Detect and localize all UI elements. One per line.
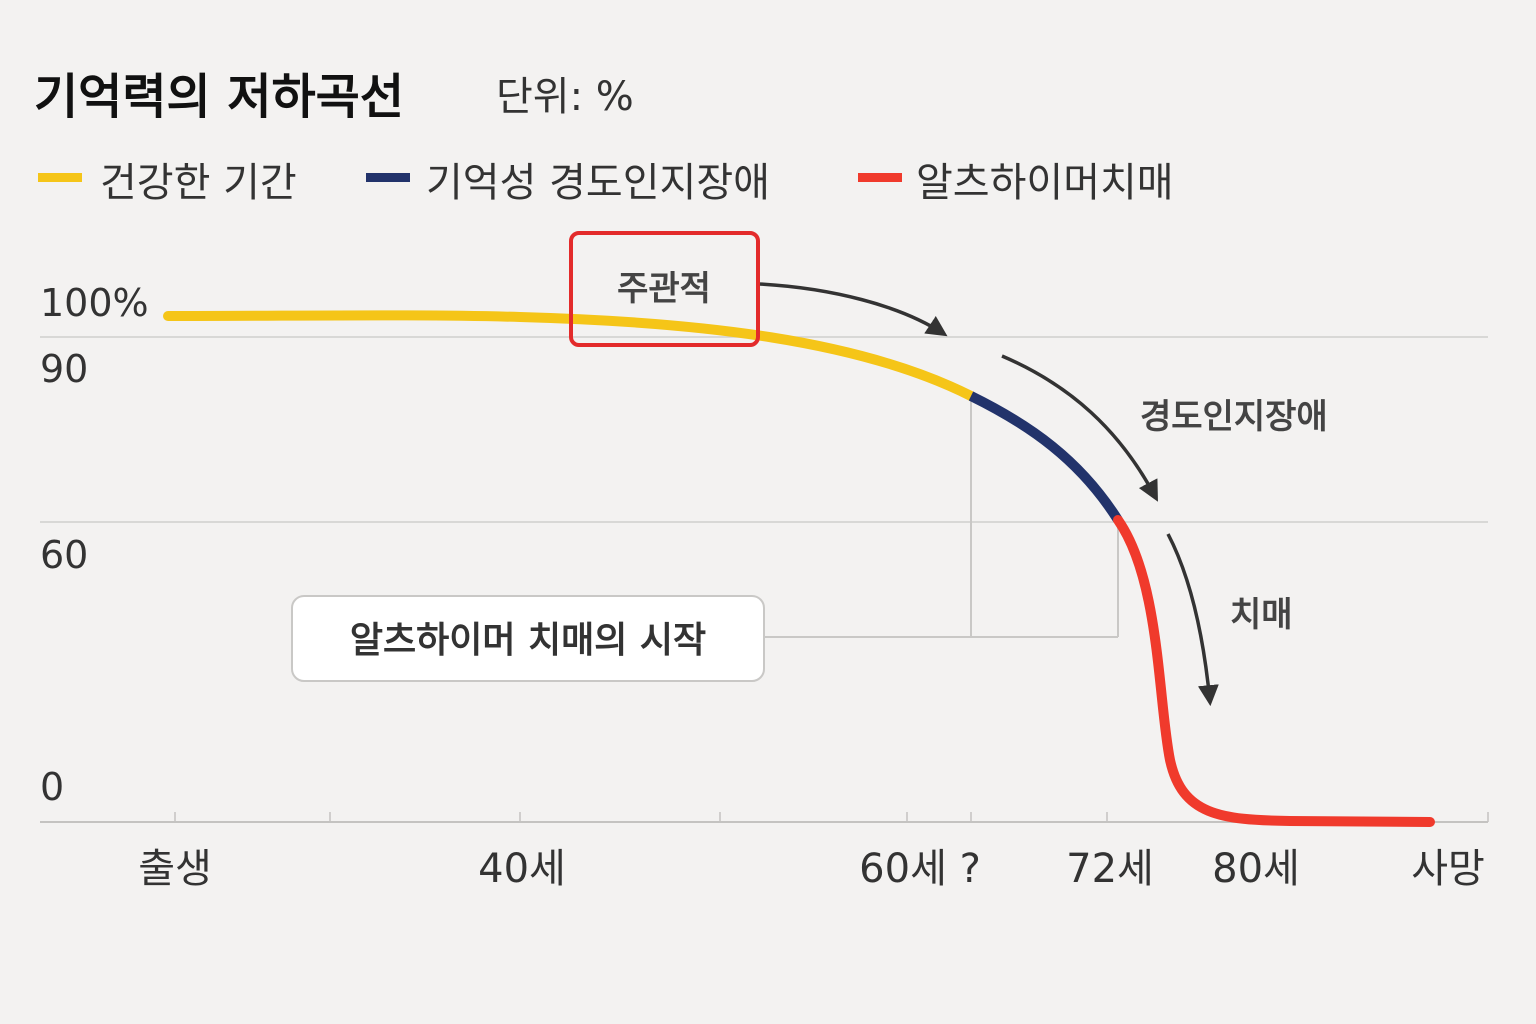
dementia-annotation: 치매 — [1230, 595, 1293, 635]
legend-label-dementia: 알츠하이머치매 — [916, 160, 1174, 206]
x-axis: 출생 40세 60세 ? 72세 80세 사망 — [138, 846, 1485, 892]
series-line-mci — [968, 391, 1123, 523]
x-tick-60: 60세 ? — [859, 846, 981, 892]
y-tick-100: 100% — [40, 281, 149, 325]
y-tick-0: 0 — [40, 765, 64, 809]
legend-swatch-mci — [366, 173, 410, 182]
chart-subtitle: 단위: % — [496, 74, 634, 120]
onset-bracket — [764, 396, 1119, 638]
y-axis: 100% 90 60 0 — [40, 281, 149, 809]
series-line-dementia — [1113, 515, 1435, 827]
legend-label-mci: 기억성 경도인지장애 — [426, 160, 770, 206]
onset-callout-box — [291, 595, 765, 682]
subjective-arrow — [759, 282, 948, 337]
x-tick-72: 72세 — [1066, 846, 1154, 892]
x-tick-80: 80세 — [1212, 846, 1300, 892]
subjective-label: 주관적 — [617, 269, 711, 309]
x-tick-birth: 출생 — [138, 846, 212, 892]
chart-title: 기억력의 저하곡선 — [34, 69, 404, 125]
series-line-healthy — [163, 310, 976, 401]
legend-swatch-healthy — [38, 173, 82, 182]
y-tick-90: 90 — [40, 347, 88, 391]
x-tick-marks — [174, 812, 1489, 822]
mci-annotation: 경도인지장애 — [1140, 397, 1328, 437]
legend-swatch-dementia — [858, 173, 902, 182]
legend: 건강한 기간 기억성 경도인지장애 알츠하이머치매 — [38, 160, 1174, 206]
mci-arrow — [1001, 354, 1158, 502]
onset-callout-label: 알츠하이머 치매의 시작 — [350, 620, 706, 661]
y-tick-60: 60 — [40, 533, 88, 577]
x-tick-death: 사망 — [1411, 846, 1485, 892]
subjective-box — [569, 231, 760, 347]
x-tick-40: 40세 — [478, 846, 566, 892]
legend-label-healthy: 건강한 기간 — [100, 160, 297, 206]
dementia-arrow — [1166, 533, 1219, 707]
